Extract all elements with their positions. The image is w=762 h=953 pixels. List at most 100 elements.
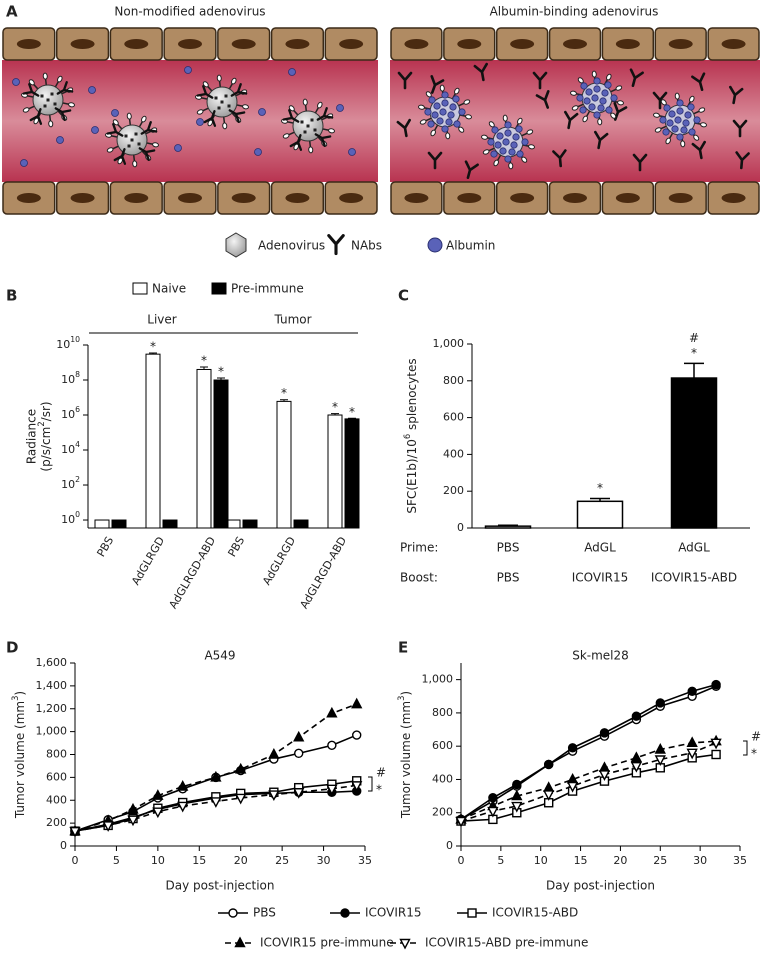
albumin [597, 104, 605, 112]
diagram [2, 27, 760, 258]
bar [576, 500, 624, 529]
antibody [140, 121, 158, 135]
legend-adenovirus [225, 232, 247, 258]
marker [210, 797, 222, 808]
albumin [668, 110, 676, 118]
albumin [496, 132, 504, 140]
legend-label: Naive [152, 282, 186, 296]
antibody-shape [228, 109, 246, 123]
fiber-knob [22, 107, 30, 113]
marker [511, 801, 523, 813]
error-bar [590, 497, 610, 502]
fiber-knob [132, 160, 138, 168]
fiber-knob [610, 112, 617, 119]
albumin [676, 99, 684, 107]
error-bar [498, 524, 518, 527]
antibody [732, 119, 748, 138]
marker [599, 728, 610, 738]
fiber-knob [231, 77, 237, 85]
fiber-knob [597, 118, 603, 126]
capsid-dot [43, 104, 47, 108]
capsid-dot [306, 124, 310, 128]
antibody [29, 108, 43, 125]
fiber-knob [680, 140, 686, 148]
y-tick-label: 600 [432, 739, 453, 752]
bar [484, 525, 532, 529]
albumin [687, 103, 695, 111]
series-line [460, 740, 717, 821]
capsid-dot [134, 132, 138, 136]
diagram-title: Albumin-binding adenovirus [490, 5, 659, 19]
antibody [230, 83, 248, 97]
antibody [629, 68, 644, 88]
fiber-knob [502, 114, 508, 122]
albumin [674, 116, 682, 124]
fiber-knob [48, 120, 54, 128]
antibody [564, 110, 579, 130]
marker [686, 736, 698, 748]
marker [630, 761, 643, 773]
fiber-knob [141, 115, 147, 123]
fiber-knob [458, 126, 465, 133]
antibody [22, 83, 40, 97]
albumin [288, 68, 296, 76]
marker [268, 748, 280, 759]
y-tick-label: 600 [46, 770, 67, 783]
marker [326, 784, 338, 796]
cell-nucleus [16, 193, 41, 203]
albumin [487, 138, 495, 146]
chart-title: Sk-mel28 [572, 649, 629, 663]
fiber-knob [698, 107, 706, 113]
capsid-dot [40, 94, 44, 98]
antibody-shape [594, 130, 609, 150]
bar [327, 414, 343, 529]
capsid-dot [50, 92, 54, 96]
bar [162, 519, 178, 529]
series-line [460, 742, 717, 822]
antibody [397, 71, 413, 90]
capsid-dot [137, 142, 141, 146]
x-axis-label: Day post-injection [546, 879, 655, 893]
antibody-shape [629, 68, 644, 88]
y-tick-label: 0 [457, 521, 464, 534]
x-tick-label: PBS [225, 534, 247, 559]
fiber-knob [493, 159, 499, 167]
x-tick-label: 15 [192, 854, 206, 867]
series-line [460, 683, 717, 821]
marker [630, 751, 643, 763]
annotation: * [751, 747, 757, 761]
antibody-shape [289, 134, 303, 151]
albumin [258, 108, 266, 116]
cell-nucleus [404, 39, 429, 49]
antibody-shape [552, 149, 567, 168]
cell-nucleus [285, 193, 310, 203]
antibody-shape [729, 85, 744, 105]
x-tick-label: 35 [358, 854, 372, 867]
albumin [583, 97, 591, 105]
fiber-knob [481, 134, 488, 140]
panel-label: A [6, 3, 18, 21]
row-label: Boost: [400, 571, 438, 585]
capsid-dot [46, 98, 50, 102]
marker [566, 781, 579, 793]
fiber-knob [463, 99, 471, 105]
y-tick-label: 1010 [56, 335, 80, 351]
diagram-legend: Adenovirus [258, 239, 325, 253]
marker [687, 686, 697, 696]
antibody [56, 81, 74, 95]
x-tick-label: 20 [613, 854, 627, 867]
capsid-dot [130, 138, 134, 142]
capsid-dot [224, 94, 228, 98]
row-label: Prime: [400, 541, 438, 555]
antibody-shape [140, 121, 158, 135]
antibody [729, 85, 744, 105]
cell-nucleus [457, 193, 482, 203]
annotation: * [376, 783, 382, 797]
marker [210, 770, 222, 782]
albumin [676, 133, 684, 141]
bracket [368, 776, 373, 792]
fiber-knob [488, 121, 495, 128]
antibody-shape [22, 83, 40, 97]
annotation: # [751, 730, 761, 744]
antibody-shape [735, 151, 750, 170]
